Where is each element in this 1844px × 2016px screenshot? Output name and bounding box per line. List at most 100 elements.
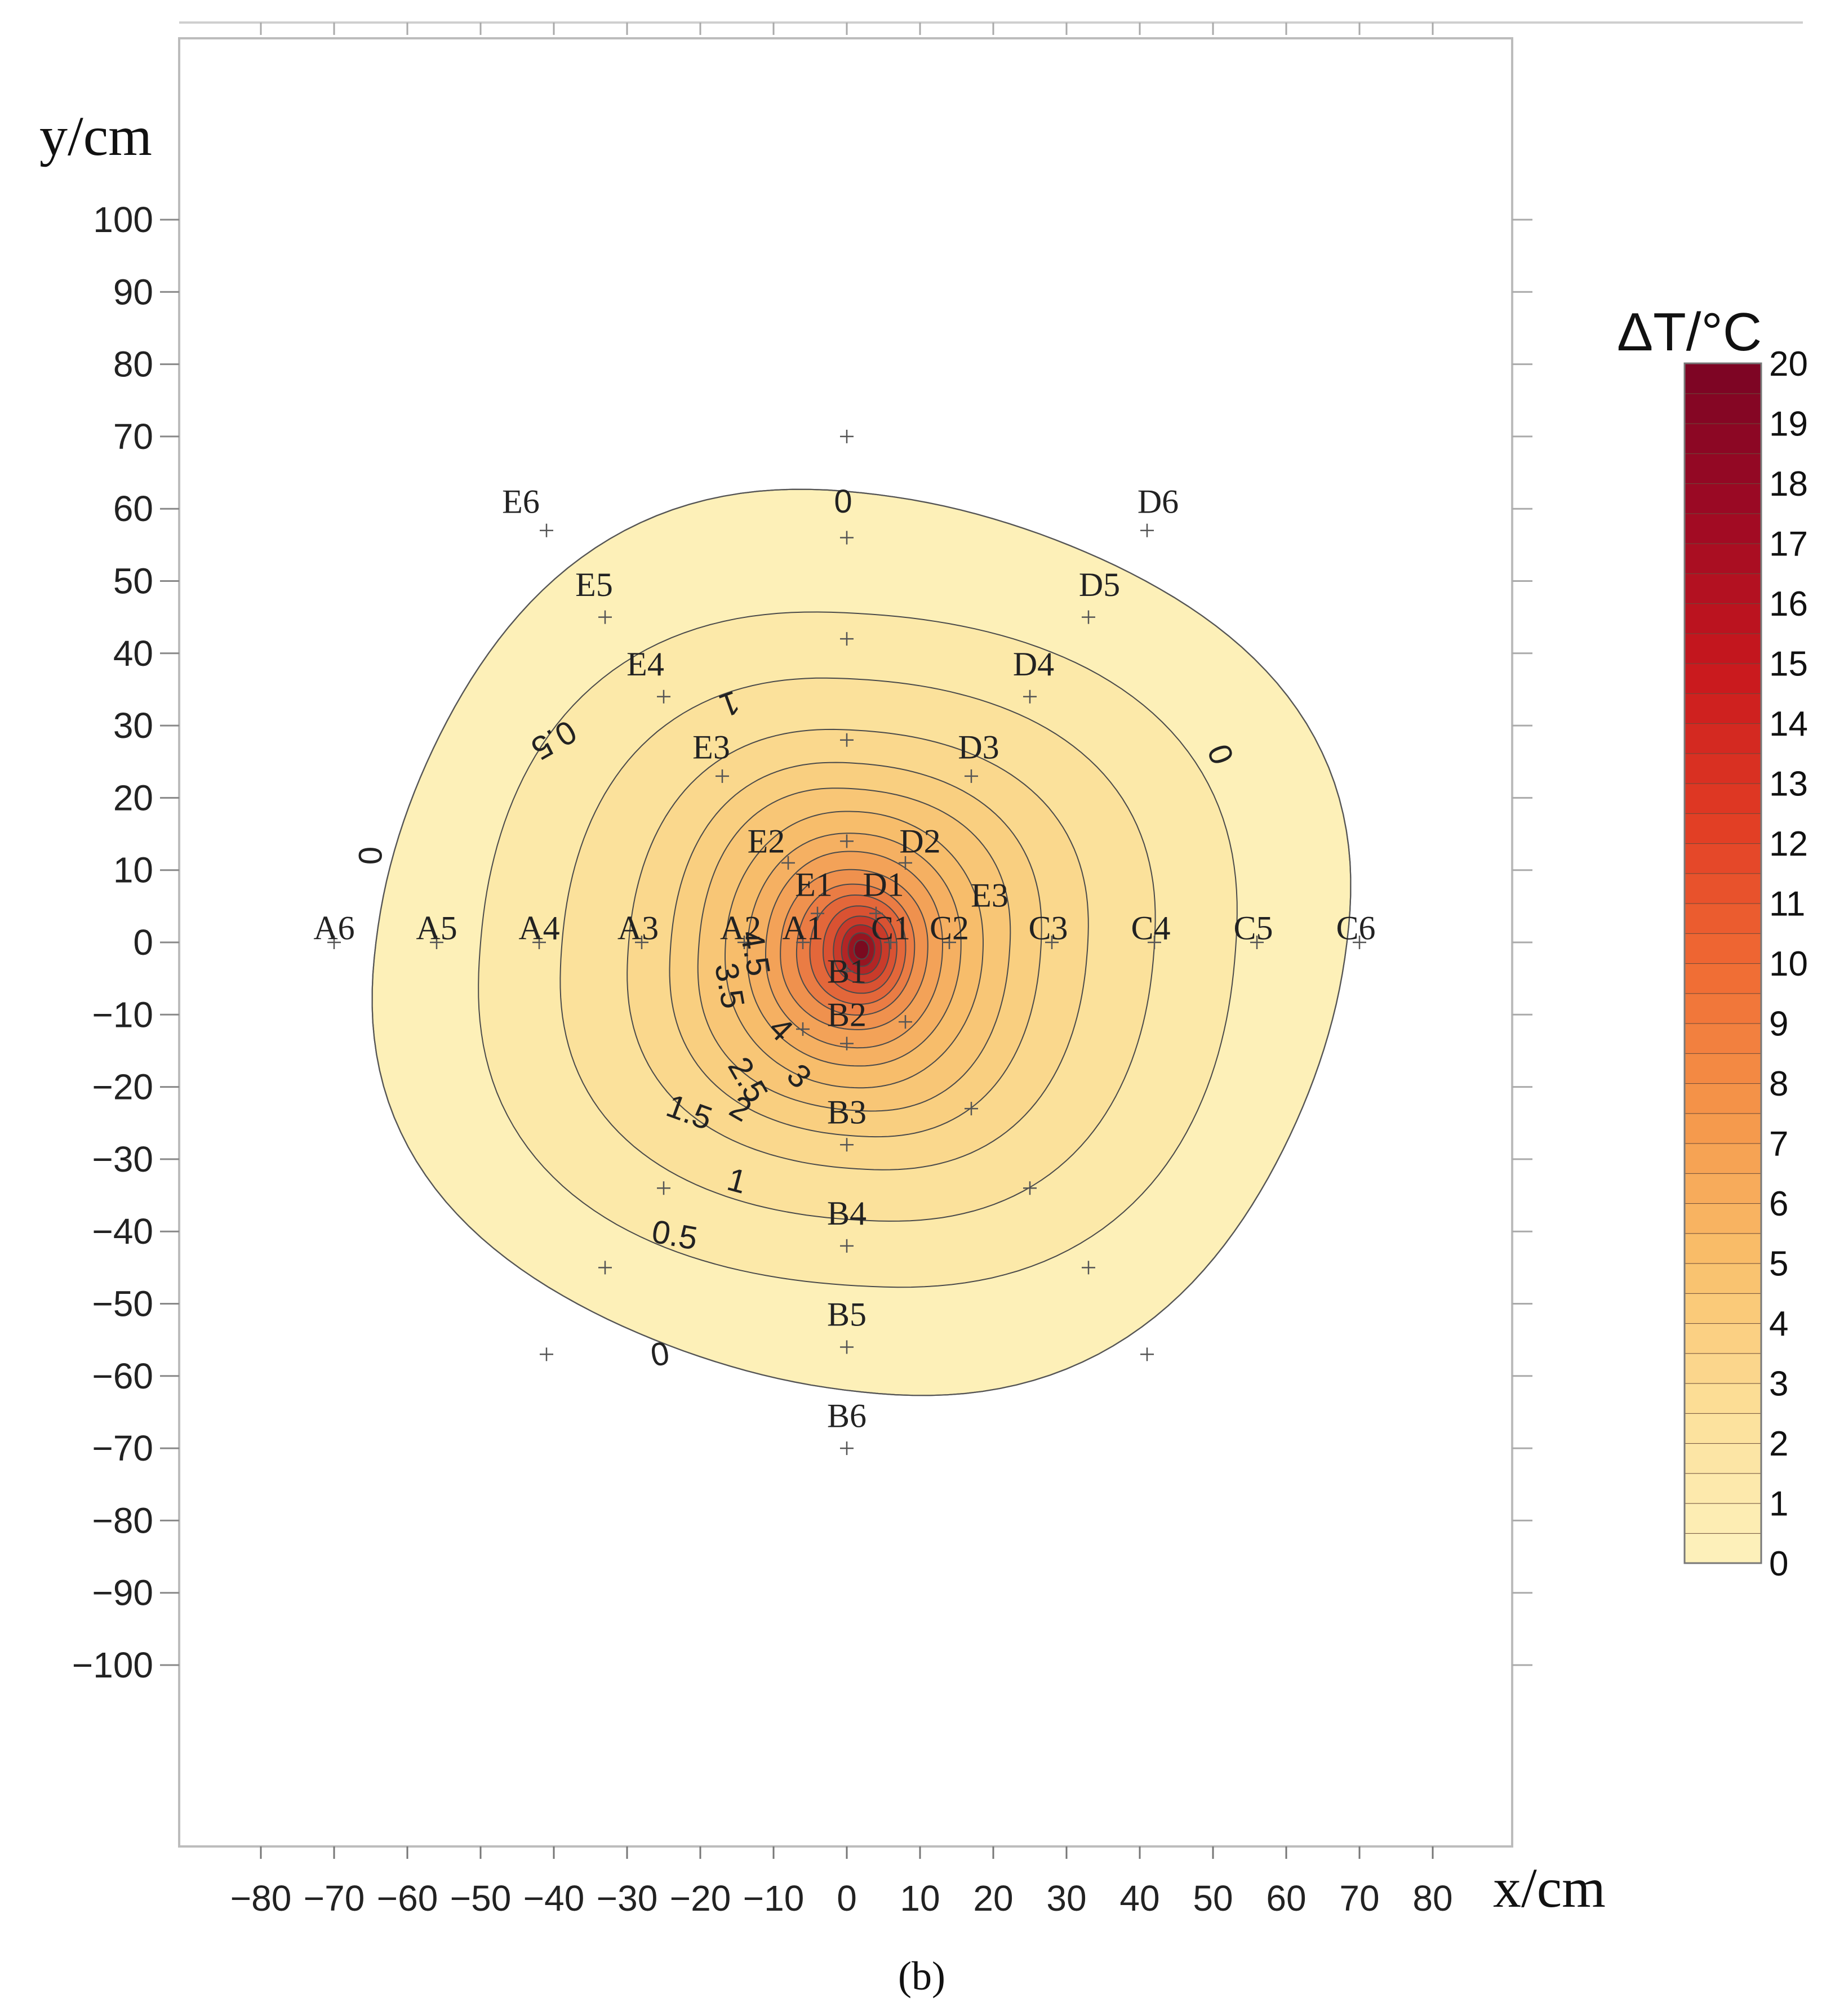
point-label: C6 xyxy=(1336,909,1375,946)
colorbar-segment xyxy=(1684,933,1762,964)
x-tick-label: 60 xyxy=(1266,1878,1306,1919)
measurement-point xyxy=(796,1022,810,1036)
measurement-point: D2 xyxy=(899,822,941,870)
point-label: C3 xyxy=(1028,909,1068,946)
measurement-point: B4 xyxy=(827,1195,867,1253)
measurement-point: E4 xyxy=(626,646,670,704)
x-tick-label: 40 xyxy=(1119,1878,1159,1919)
point-label: A4 xyxy=(518,909,559,946)
x-tick-label: 20 xyxy=(973,1878,1013,1919)
measurement-point: C3 xyxy=(1028,909,1068,949)
y-tick-label: 50 xyxy=(113,561,153,602)
colorbar-tick-label: 18 xyxy=(1769,465,1808,504)
colorbar-tick-label: 16 xyxy=(1769,585,1808,624)
x-tick-label: 80 xyxy=(1412,1878,1452,1919)
y-tick-label: 100 xyxy=(93,199,153,240)
top-axis-ticks xyxy=(260,23,1434,35)
measurement-point: D6 xyxy=(1137,483,1179,537)
measurement-point xyxy=(840,429,854,443)
x-tick-label: −50 xyxy=(450,1878,512,1919)
colorbar-tick-label: 3 xyxy=(1769,1365,1788,1404)
y-tick-label: 30 xyxy=(113,705,153,746)
point-label: E3 xyxy=(971,877,1008,914)
contour-line-6 xyxy=(809,894,907,1005)
measurement-point: B1 xyxy=(827,953,867,990)
colorbar-tick-label: 19 xyxy=(1769,405,1808,444)
contour-label: 0 xyxy=(353,847,389,865)
point-label: C4 xyxy=(1131,909,1170,946)
colorbar-segment xyxy=(1684,363,1762,394)
colorbar-segment xyxy=(1684,1173,1762,1204)
colorbar-tick-label: 2 xyxy=(1769,1425,1788,1463)
measurement-point xyxy=(840,632,854,646)
colorbar-segment xyxy=(1684,1023,1762,1054)
contour-line-14 xyxy=(847,932,876,967)
contour-label: 4.5 xyxy=(733,928,777,979)
point-label: D5 xyxy=(1079,566,1120,603)
colorbar-segment xyxy=(1684,1263,1762,1294)
contour-line-3 xyxy=(725,811,984,1089)
colorbar-segment xyxy=(1684,1053,1762,1084)
measurement-point xyxy=(840,531,854,545)
y-axis: 1009080706050403020100−10−20−30−40−50−60… xyxy=(72,199,1532,1685)
colorbar-segment xyxy=(1684,603,1762,634)
measurement-point: B3 xyxy=(827,1094,867,1152)
contour-line-11 xyxy=(841,924,882,975)
colorbar-segment xyxy=(1684,1293,1762,1324)
point-label: A1 xyxy=(782,909,823,946)
measurement-point xyxy=(540,1347,553,1361)
x-axis-title: x/cm xyxy=(1493,1857,1606,1919)
measurement-point: B2 xyxy=(827,996,867,1051)
x-tick-label: 50 xyxy=(1193,1878,1233,1919)
point-label: C5 xyxy=(1233,909,1273,946)
point-label: D3 xyxy=(958,729,999,766)
point-label: E5 xyxy=(575,566,613,603)
colorbar-segment xyxy=(1684,573,1762,604)
measurement-point: D3 xyxy=(958,729,999,783)
measurement-point: C2 xyxy=(930,909,969,949)
measurement-point: D4 xyxy=(1013,646,1054,704)
contour-line-5 xyxy=(796,883,916,1016)
measurement-point: D5 xyxy=(1079,566,1120,624)
colorbar-tick-label: 5 xyxy=(1769,1245,1788,1284)
measurement-point xyxy=(1140,1347,1154,1361)
y-tick-label: 70 xyxy=(113,416,153,457)
x-tick-label: −30 xyxy=(597,1878,658,1919)
measurement-point: E1 xyxy=(795,866,833,920)
colorbar-tick-label: 1 xyxy=(1769,1485,1788,1524)
point-label: B1 xyxy=(827,953,867,990)
y-tick-label: 20 xyxy=(113,777,153,818)
colorbar-segment xyxy=(1684,1443,1762,1474)
x-tick-label: 10 xyxy=(900,1878,940,1919)
colorbar-tick-label: 9 xyxy=(1769,1005,1788,1044)
colorbar-frame xyxy=(1683,362,1762,1564)
colorbar-segment xyxy=(1684,1083,1762,1114)
colorbar-segment xyxy=(1684,963,1762,994)
y-tick-label: −90 xyxy=(92,1573,153,1613)
point-label: B6 xyxy=(827,1397,867,1434)
colorbar-tick-label: 8 xyxy=(1769,1065,1788,1103)
colorbar-tick-label: 14 xyxy=(1769,705,1808,744)
measurement-point: A2 xyxy=(720,909,761,949)
measurement-point xyxy=(840,733,854,747)
measurement-point: E2 xyxy=(748,822,795,870)
colorbar-segment xyxy=(1684,1203,1762,1234)
y-tick-label: 60 xyxy=(113,488,153,529)
colorbar-segment xyxy=(1684,453,1762,484)
colorbar-segment xyxy=(1684,813,1762,844)
measurement-point: C4 xyxy=(1131,909,1171,949)
x-tick-label: 0 xyxy=(837,1878,857,1919)
x-tick-label: −80 xyxy=(230,1878,292,1919)
colorbar-tick-label: 13 xyxy=(1769,765,1808,804)
measurement-point xyxy=(1082,1261,1095,1275)
x-tick-label: −20 xyxy=(670,1878,731,1919)
x-axis: −80 −70 −60 −50 −40 −30 −20 −10 0 10 20 30 40 50 60 70 8… xyxy=(230,1846,1453,1919)
measurement-point: E5 xyxy=(575,566,613,624)
colorbar-segment xyxy=(1684,393,1762,424)
y-tick-label: −60 xyxy=(92,1356,153,1396)
x-tick-label: −40 xyxy=(523,1878,585,1919)
contour-line-18 xyxy=(853,940,870,960)
colorbar-tick-label: 15 xyxy=(1769,645,1808,684)
